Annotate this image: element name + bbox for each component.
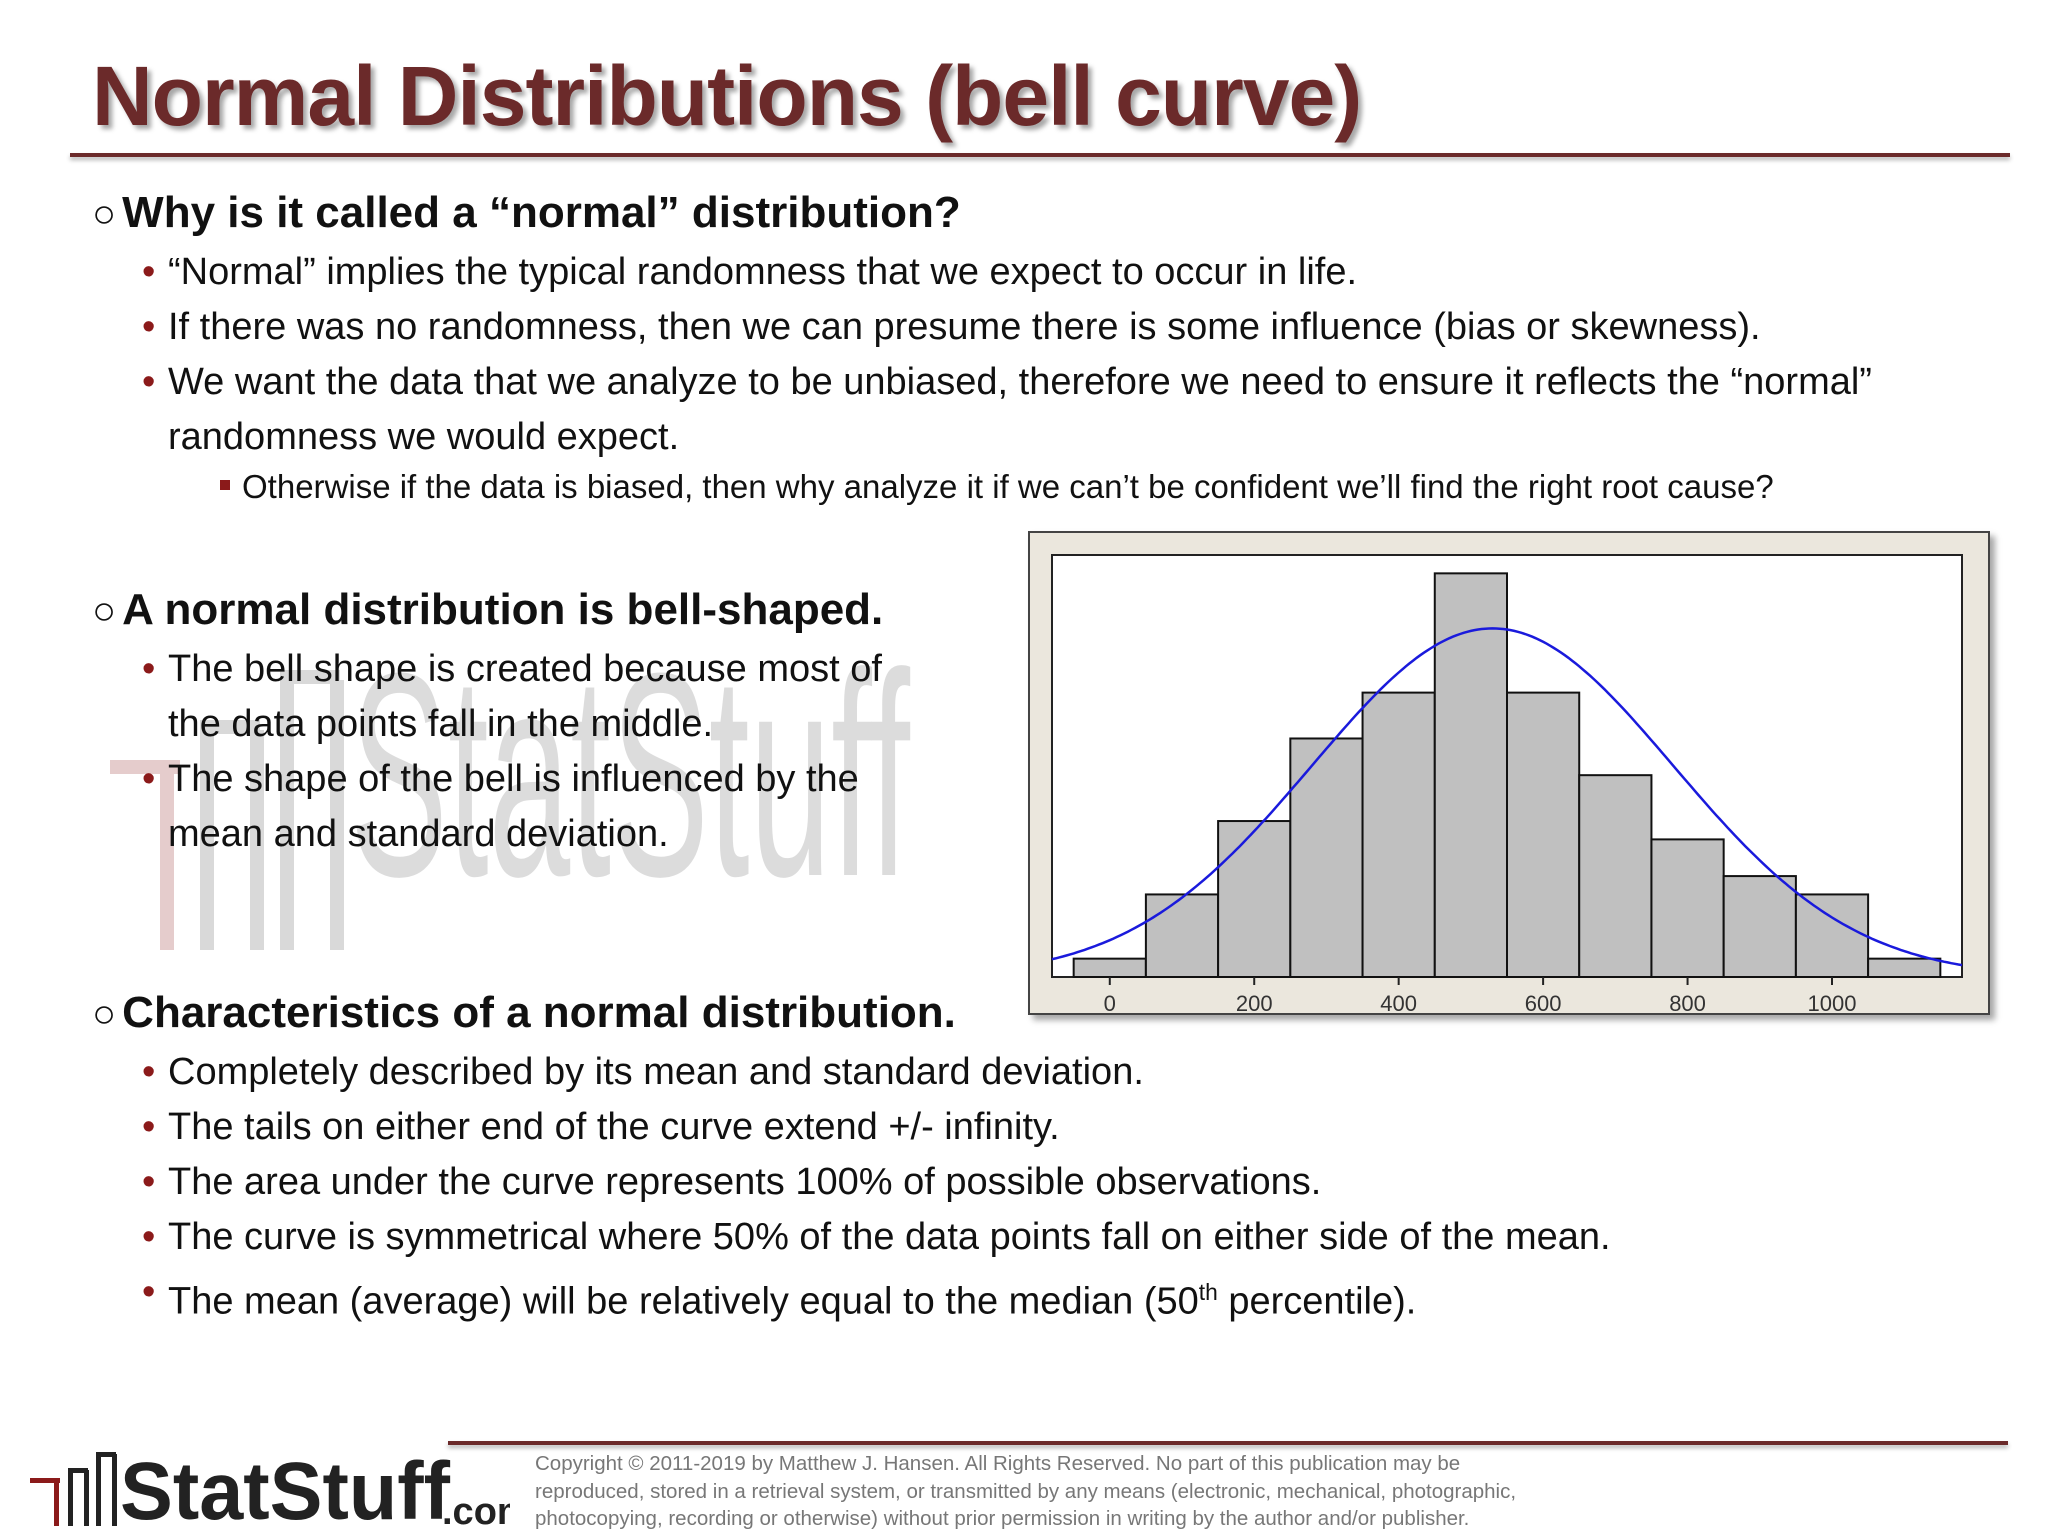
circle-bullet-icon: ○	[92, 192, 117, 236]
x-tick-label-800: 800	[1669, 991, 1706, 1013]
histogram-bar-5	[1433, 572, 1508, 978]
bullet-text-end: percentile).	[1217, 1280, 1417, 1323]
circle-bullet-icon: ○	[92, 589, 117, 633]
histogram-bar-4	[1361, 691, 1436, 978]
x-tick-label-600: 600	[1525, 991, 1562, 1013]
bullet-text: The tails on either end of the curve ext…	[168, 1106, 1060, 1148]
bullet-dot-icon: •	[142, 1216, 156, 1258]
bullet-text: We want the data that we analyze to be u…	[168, 361, 1872, 458]
bullet-text: The shape of the bell is influenced by t…	[168, 758, 859, 855]
histogram-bar-7	[1578, 774, 1653, 978]
section-heading-characteristics: ○ Characteristics of a normal distributio…	[92, 988, 956, 1038]
heading-text: A normal distribution is bell-shaped.	[122, 585, 884, 634]
bullet-dot-icon: •	[142, 1106, 156, 1148]
logo-suffix: .com	[442, 1491, 510, 1533]
bullet-dot-icon: •	[142, 1271, 156, 1313]
histogram-bar-6	[1506, 691, 1581, 978]
bullet-item: • If there was no randomness, then we can…	[142, 300, 1968, 355]
logo-red-bar	[30, 1478, 60, 1483]
watermark-text: StatStuff	[350, 620, 910, 937]
bullet-item: • The bell shape is created because most …	[142, 642, 928, 752]
bullet-text: The mean (average) will be relatively eq…	[168, 1280, 1199, 1323]
bullet-dot-icon: •	[142, 1051, 156, 1093]
statstuff-logo: StatStuff .com	[30, 1446, 510, 1534]
copyright-notice: Copyright © 2011-2019 by Matthew J. Hans…	[535, 1450, 1635, 1533]
watermark-bar-1	[110, 760, 180, 774]
slide-title: Normal Distributions (bell curve)	[92, 49, 1362, 143]
bullet-text: The curve is symmetrical where 50% of th…	[168, 1216, 1611, 1258]
copyright-line: photocopying, recording or otherwise) wi…	[535, 1507, 1470, 1530]
bullet-dot-icon: •	[142, 251, 156, 293]
section-heading-bell-shaped: ○ A normal distribution is bell-shaped.	[92, 585, 883, 635]
section-heading-why-normal: ○ Why is it called a “normal” distributio…	[92, 188, 961, 238]
copyright-line: reproduced, stored in a retrieval system…	[535, 1479, 1517, 1503]
x-tick-label-400: 400	[1380, 991, 1417, 1013]
histogram-bar-10	[1794, 893, 1870, 978]
bullet-text: If there was no randomness, then we can …	[168, 306, 1761, 348]
bullet-item: • Completely described by its mean and st…	[142, 1045, 1968, 1100]
bullet-item: • The mean (average) will be relatively e…	[142, 1265, 1968, 1330]
footer-divider	[448, 1441, 2008, 1445]
bullet-item: • We want the data that we analyze to be …	[142, 355, 1928, 465]
bullet-item: • The tails on either end of the curve ex…	[142, 1100, 1968, 1155]
histogram-bar-11	[1867, 957, 1942, 978]
bullet-item: • “Normal” implies the typical randomness…	[142, 245, 1968, 300]
bullet-text: The area under the curve represents 100%…	[168, 1161, 1322, 1203]
bullet-text: The bell shape is created because most o…	[168, 648, 882, 745]
sub-bullet-text: Otherwise if the data is biased, then wh…	[242, 468, 1774, 505]
heading-text: Characteristics of a normal distribution…	[122, 988, 956, 1037]
heading-text: Why is it called a “normal” distribution…	[122, 188, 961, 237]
square-bullet-icon	[220, 480, 230, 491]
x-tick-label-1000: 1000	[1808, 991, 1857, 1013]
logo-text: StatStuff	[120, 1446, 451, 1534]
title-divider	[70, 153, 2010, 157]
bullet-dot-icon: •	[142, 648, 156, 690]
sub-bullet-item: Otherwise if the data is biased, then wh…	[220, 468, 1774, 506]
histogram-svg: 0 200 400 600 800 1000	[1051, 554, 1963, 1013]
normal-fit-curve	[1051, 627, 1963, 967]
copyright-line: Copyright © 2011-2019 by Matthew J. Hans…	[535, 1452, 1461, 1475]
x-tick-label-200: 200	[1236, 991, 1273, 1013]
superscript-text: th	[1198, 1279, 1218, 1305]
histogram-bar-9	[1722, 875, 1797, 978]
bullet-dot-icon: •	[142, 361, 156, 403]
histogram-bar-8	[1650, 838, 1725, 978]
bullet-item: • The curve is symmetrical where 50% of t…	[142, 1210, 1968, 1265]
histogram-bar-3	[1289, 737, 1364, 978]
bullet-item: • The shape of the bell is influenced by …	[142, 752, 928, 862]
circle-bullet-icon: ○	[92, 992, 117, 1036]
histogram-chart: 0 200 400 600 800 1000	[1028, 531, 1990, 1015]
histogram-bar-1	[1144, 893, 1220, 978]
histogram-bar-2	[1217, 820, 1292, 979]
bullet-item: • The area under the curve represents 100…	[142, 1155, 1968, 1210]
bullet-dot-icon: •	[142, 758, 156, 800]
statstuff-watermark: StatStuff	[110, 620, 910, 950]
bullet-dot-icon: •	[142, 1161, 156, 1203]
bullet-text: “Normal” implies the typical randomness …	[168, 251, 1358, 293]
histogram-bar-0	[1072, 957, 1147, 978]
bullet-text: Completely described by its mean and sta…	[168, 1051, 1144, 1093]
bullet-dot-icon: •	[142, 306, 156, 348]
x-tick-label-0: 0	[1104, 991, 1116, 1013]
